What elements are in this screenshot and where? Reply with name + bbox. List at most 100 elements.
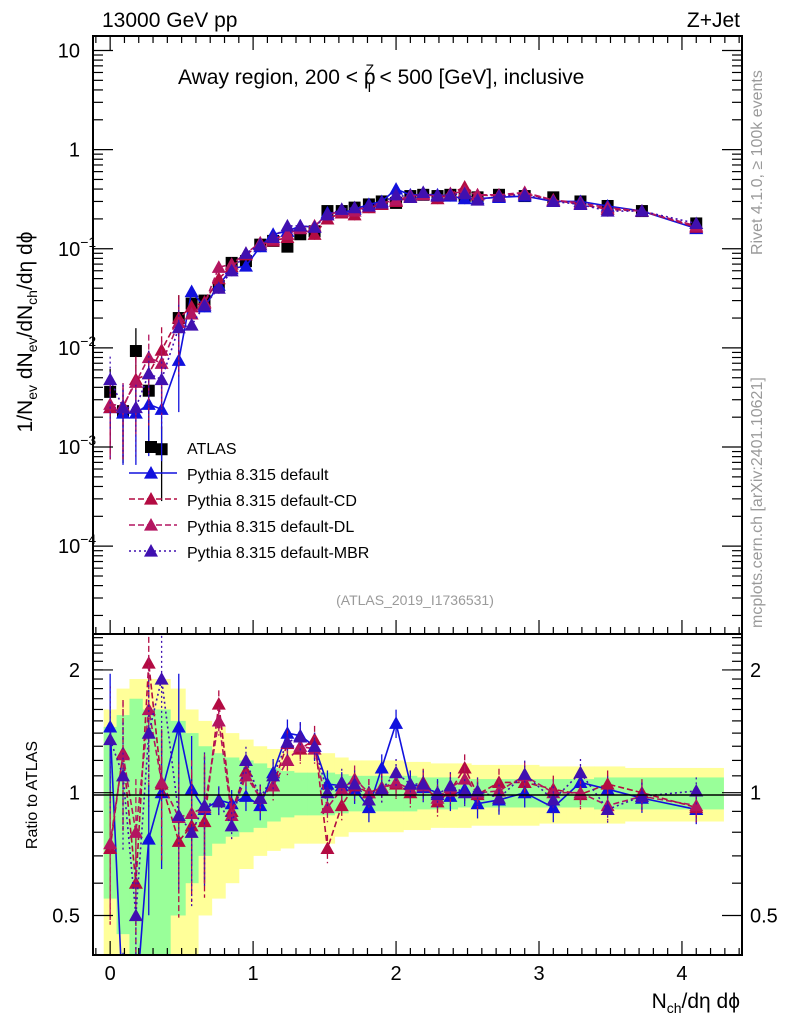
ratio-point [280,735,295,748]
legend-marker-triangle [144,466,158,479]
mc-point [293,218,308,232]
x-tick-label: 1 [248,963,259,985]
ratio-point [103,719,118,733]
ratio-point [141,726,156,739]
ratio-point [374,760,389,774]
mc-point [184,299,199,313]
y-tick-label: 10−3 [58,432,96,459]
x-tick-label: 2 [390,963,401,985]
ratio-point [280,753,295,767]
mc-point [184,306,199,320]
ratio-point [491,791,506,804]
title-sup: Z [366,61,375,77]
ratio-point [141,702,156,716]
main-y-axis-label: 1/Nev dNev/dNch/dη dϕ [14,232,40,433]
x-tick-label: 4 [676,963,687,985]
mc-point [211,260,226,273]
ratio-point [430,787,445,801]
ratio-y-tick-label: 0.5 [52,905,80,927]
series-pythia-8-315-default-mbr [103,185,704,460]
ratio-y-tick-label-right: 0.5 [750,905,778,927]
mc-point [307,227,322,240]
mc-point [141,366,156,380]
mc-point [443,187,458,201]
x-tick-label: 3 [533,963,544,985]
legend-marker-square [145,441,157,453]
ratio-point [171,808,186,821]
ratio-point [224,818,239,832]
ratio-point [128,908,143,922]
mc-point [470,193,485,206]
legend-marker-triangle [144,518,158,531]
ratio-point [184,825,199,838]
main-series-group [103,179,704,502]
ratio-point [361,792,376,806]
ratio-point [320,777,335,790]
x-axis-label: Nch/dη dϕ [652,990,740,1016]
ratio-point [293,739,308,752]
mcplots-citation-label: mcplots.cern.ch [arXiv:2401.10621] [749,377,766,628]
legend-label: ATLAS [187,441,237,458]
ratio-point [129,999,143,1012]
title-sub: T [365,79,374,95]
axis-ticks: 0 1 2 3 4 10 1 10−1 10−2 10−3 10−4 2 2 1 1 0.5 0.5 [52,36,778,985]
legend-item: Pythia 8.315 default-CD [129,492,357,510]
mc-point [171,320,186,334]
mc-point [128,375,143,388]
ratio-point [103,732,118,746]
ratio-point [141,832,156,845]
legend-label: Pythia 8.315 default-MBR [187,545,369,562]
ratio-point [266,778,281,792]
title-post: < 500 [GeV], inclusive [374,66,585,89]
mc-point [224,263,239,277]
ratio-point [470,783,485,797]
ratio-point [389,716,404,729]
plot-title: Away region, 200 < pZ T < 500 [GeV], incl… [178,61,584,95]
y-tick-label: 1 [69,140,80,162]
ratio-point [546,792,561,806]
mc-point [197,298,212,311]
mc-point [546,194,561,208]
mc-point [238,246,253,259]
legend-label: Pythia 8.315 default [187,467,329,484]
y-tick-label: 10−2 [58,333,96,360]
mc-point [103,372,118,386]
ratio-point [517,767,532,780]
ratio-point [266,768,281,782]
ratio-point [389,775,404,788]
mc-point [184,284,199,298]
mc-point [238,258,253,272]
data-point [129,345,142,358]
ratio-point [211,713,226,727]
ratio-point [334,798,349,812]
mc-point [361,198,376,212]
y-tick-label: 10−4 [58,531,96,558]
ratio-point [389,765,404,779]
data-point [281,240,294,253]
mc-point [266,230,281,244]
ratio-point [334,775,349,788]
y-tick-label: 10 [58,40,80,62]
series-line [110,186,697,409]
ratio-point [211,697,226,710]
legend-marker-triangle [144,492,158,505]
mc-point [154,372,169,386]
mc-point [403,190,418,203]
ratio-uncertainty-bands [103,679,724,955]
mc-point [517,187,532,201]
stat-uncertainty-band [280,771,295,818]
legend: ATLAS Pythia 8.315 default Pythia 8.315 de… [129,441,369,562]
ratio-point [347,777,362,790]
ratio-point [238,753,253,767]
y-tick-label: 10−1 [58,234,96,261]
title-pre: Away region, 200 < p [178,66,376,89]
mc-point [307,220,322,233]
series-pythia-8-315-default-cd [103,179,704,460]
mc-point [211,281,226,294]
ratio-point [320,800,335,814]
ratio-point [197,798,212,812]
legend-label: Pythia 8.315 default-DL [187,519,354,536]
ratio-point [184,806,199,819]
header-right: Z+Jet [687,9,740,32]
ratio-point [293,729,308,743]
